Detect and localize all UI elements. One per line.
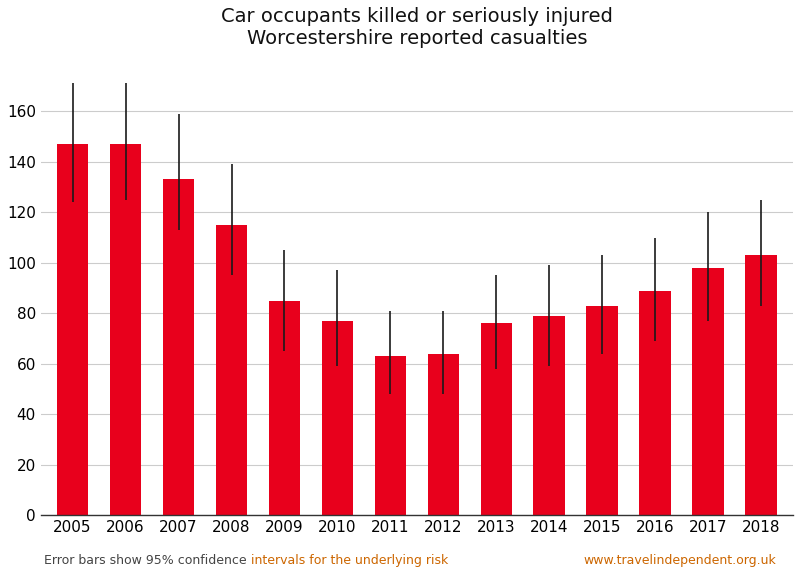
Text: Error bars show 95% confidence: Error bars show 95% confidence [44,554,250,567]
Bar [322,321,354,516]
Text: intervals for the underlying risk: intervals for the underlying risk [250,554,448,567]
Bar [586,306,618,516]
Text: www.travelindependent.org.uk: www.travelindependent.org.uk [583,554,776,567]
Bar [269,300,300,516]
Bar [481,324,512,516]
Bar [427,354,459,516]
Bar [693,268,724,516]
Bar [216,225,247,516]
Bar [639,291,671,516]
Bar [374,356,406,516]
Bar [162,179,194,516]
Bar [746,255,777,516]
Title: Car occupants killed or seriously injured
Worcestershire reported casualties: Car occupants killed or seriously injure… [221,7,613,48]
Bar [110,144,142,516]
Bar [534,316,566,516]
Bar [57,144,89,516]
